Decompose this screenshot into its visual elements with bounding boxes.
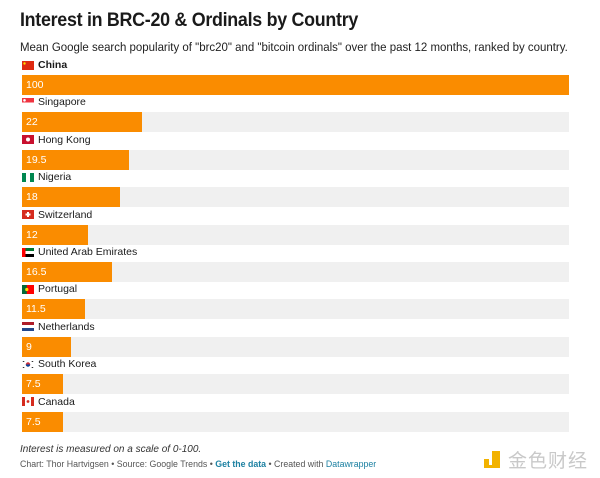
bar-row: Canada 7.5 (0, 395, 600, 432)
category-name: Switzerland (38, 208, 93, 221)
bar (22, 299, 85, 320)
bar (22, 224, 88, 245)
byline: Chart: Thor Hartvigsen • Source: Google … (20, 459, 376, 469)
category-name: United Arab Emirates (38, 246, 138, 258)
bar-track: 9 (22, 336, 569, 357)
value-label: 7.5 (26, 415, 41, 428)
bar (22, 187, 121, 208)
bar-track: 12 (22, 224, 569, 245)
category-name: Netherlands (38, 320, 95, 333)
chart-subtitle: Mean Google search popularity of "brc20"… (20, 40, 568, 54)
bar (22, 149, 129, 170)
hk-flag-icon (22, 135, 34, 145)
category-name: Portugal (38, 283, 78, 296)
value-label: 22 (26, 116, 38, 129)
watermark: 金色财经 (484, 446, 588, 473)
bar-track: 100 (22, 75, 569, 95)
bar-row: Switzerland 12 (0, 208, 600, 245)
category-label: Switzerland (22, 208, 92, 222)
bar-track: 22 (22, 112, 569, 133)
bar (22, 112, 143, 133)
value-label: 7.5 (26, 378, 41, 391)
cn-flag-icon (22, 60, 34, 70)
ch-flag-icon (22, 210, 34, 220)
category-name: China (38, 59, 68, 71)
bar-track: 11.5 (22, 299, 569, 320)
nl-flag-icon (22, 322, 34, 332)
credit-text: Chart: Thor Hartvigsen • Source: Google … (20, 459, 216, 469)
bar-row: Portugal 11.5 (0, 282, 600, 320)
bar-row: China 100 (0, 58, 600, 95)
value-label: 9 (26, 340, 32, 353)
value-label: 18 (26, 191, 38, 204)
value-label: 12 (26, 228, 38, 241)
category-name: South Korea (38, 358, 97, 371)
category-name: Singapore (38, 96, 86, 109)
pt-flag-icon (22, 284, 34, 294)
bar-track: 7.5 (22, 411, 569, 432)
category-label: South Korea (22, 357, 96, 371)
bar-track: 7.5 (22, 374, 569, 395)
ng-flag-icon (22, 172, 34, 182)
ca-flag-icon (22, 397, 34, 407)
bar-row: Nigeria 18 (0, 170, 600, 208)
category-label: Nigeria (22, 170, 71, 184)
category-name: Nigeria (38, 171, 72, 184)
value-label: 11.5 (26, 303, 46, 316)
value-label: 16.5 (26, 266, 47, 278)
category-label: Canada (22, 395, 75, 409)
sg-flag-icon (22, 97, 34, 107)
chart-title: Interest in BRC-20 & Ordinals by Country (20, 10, 359, 31)
get-data-link[interactable]: Get the data (215, 459, 267, 469)
chart-notes: Interest is measured on a scale of 0-100… (20, 444, 202, 455)
category-label: Netherlands (22, 320, 95, 334)
bar-row: South Korea 7.5 (0, 357, 600, 395)
watermark-text: 金色财经 (508, 450, 589, 472)
bar-row: Netherlands 9 (0, 320, 600, 357)
bar-row: United Arab Emirates 16.5 (0, 245, 600, 282)
category-label: Hong Kong (22, 133, 91, 147)
category-label: Singapore (22, 95, 86, 109)
ae-flag-icon (22, 247, 34, 257)
bar (22, 374, 64, 395)
category-name: Hong Kong (38, 133, 91, 146)
created-with-text: • Created with (266, 459, 326, 469)
bar (22, 411, 64, 432)
jinse-logo-icon (484, 450, 502, 469)
kr-flag-icon (22, 359, 34, 369)
datawrapper-link[interactable]: Datawrapper (325, 459, 377, 469)
bar-track: 16.5 (22, 262, 569, 282)
bar (22, 336, 72, 357)
value-label: 100 (26, 79, 44, 91)
value-label: 19.5 (26, 153, 47, 166)
bar (22, 75, 569, 95)
category-label: Portugal (22, 282, 77, 296)
bar-track: 19.5 (22, 149, 569, 170)
bar-track: 18 (22, 187, 569, 208)
bar-row: Hong Kong 19.5 (0, 133, 600, 170)
bar (22, 262, 113, 282)
category-label: United Arab Emirates (22, 245, 137, 259)
category-name: Canada (38, 395, 75, 408)
category-label: China (22, 58, 67, 72)
bar-row: Singapore 22 (0, 95, 600, 133)
